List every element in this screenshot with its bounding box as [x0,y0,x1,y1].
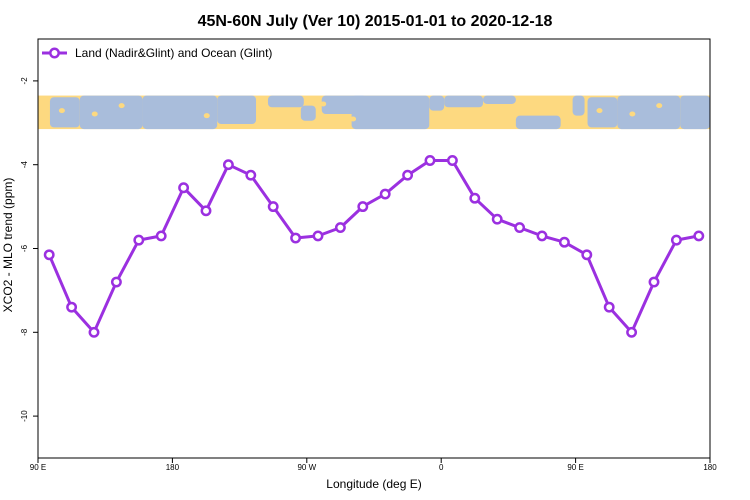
legend-label: Land (Nadir&Glint) and Ocean (Glint) [75,46,272,60]
map-ocean-region [300,105,316,121]
data-point [178,182,190,194]
x-tick-label: 90 E [30,463,46,472]
map-island [320,101,327,107]
data-point [536,230,548,242]
x-tick-label: 90 W [297,463,316,472]
y-tick-label: -10 [20,410,29,422]
data-point [267,201,279,213]
map-island [118,103,125,109]
map-island [629,111,636,117]
data-point [693,230,705,242]
map-ocean-region [351,95,430,130]
y-tick-label: -8 [20,328,29,336]
x-axis: 90 E 180 90 W 0 90 E 180 [30,458,717,472]
map-ocean-region [572,95,585,116]
data-point [110,276,122,288]
data-point [469,192,481,204]
data-point [379,188,391,200]
map-ocean-region [142,95,218,130]
series-layer [43,155,705,338]
data-point [648,276,660,288]
data-point [290,232,302,244]
map-ocean-region [444,95,484,108]
data-point [245,169,257,181]
data-point [603,301,615,313]
data-point [357,201,369,213]
data-point [133,234,145,246]
world-map-strip [38,95,710,130]
data-point [446,155,458,166]
data-point [66,301,78,313]
data-point [312,230,324,242]
x-tick-label: 180 [166,463,180,472]
map-ocean-region [267,95,304,108]
map-island [462,109,469,115]
y-axis: -2 -4 -6 -8 -10 [20,77,38,422]
x-tick-label: 0 [439,463,444,472]
data-point [670,234,682,246]
data-point [491,213,503,225]
map-ocean-region [79,95,143,130]
series-line [47,159,700,334]
data-point [424,155,436,166]
map-ocean-region [680,95,710,130]
data-point [626,326,638,338]
data-point [402,169,414,181]
x-tick-label: 180 [703,463,717,472]
map-island [350,116,357,122]
data-point [334,222,346,234]
y-axis-label: XCO2 - MLO trend (ppm) [1,178,15,313]
y-tick-label: -4 [20,161,29,169]
y-tick-label: -6 [20,244,29,252]
data-point [581,249,593,261]
data-point [88,326,100,338]
data-point [222,159,234,171]
map-ocean-region [217,95,257,125]
x-axis-label: Longitude (deg E) [326,477,421,491]
map-ocean-region [49,97,80,128]
map-ocean-region [617,95,681,130]
y-tick-label: -2 [20,77,29,85]
map-island [596,108,603,114]
map-island [656,103,663,109]
map-island [91,111,98,117]
map-island [203,113,210,119]
legend: Land (Nadir&Glint) and Ocean (Glint) [42,46,272,60]
legend-marker [49,47,60,59]
data-point [514,222,526,234]
x-tick-label: 90 E [567,463,583,472]
data-point [558,236,570,248]
map-ocean-region [429,95,445,111]
map-ocean-region [587,97,618,128]
map-ocean-region [515,115,561,130]
chart-title: 45N-60N July (Ver 10) 2015-01-01 to 2020… [198,13,553,30]
data-point [200,205,212,217]
map-island [58,108,65,114]
map-ocean-region [483,95,516,104]
data-point [155,230,167,242]
data-point [43,249,55,261]
